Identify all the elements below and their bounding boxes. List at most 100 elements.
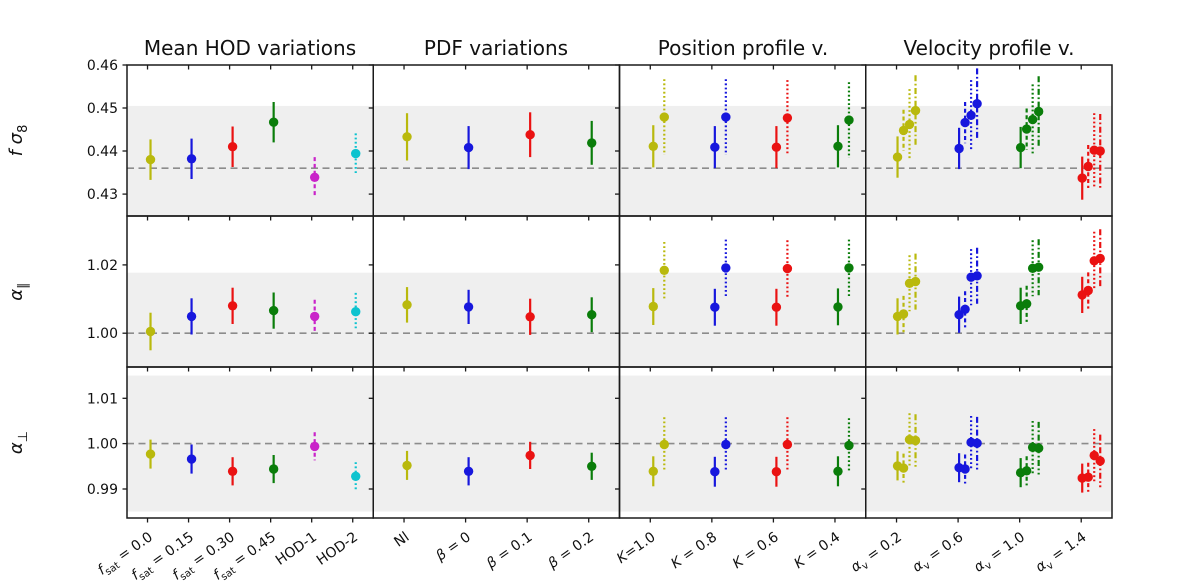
data-point [1095,456,1105,466]
data-point [145,154,156,165]
errorbar-point [844,418,854,473]
errorbar-point [525,441,535,469]
errorbar-point [402,287,412,323]
data-point [710,142,720,152]
errorbar-point [972,416,982,470]
errorbar-point [1021,285,1032,322]
data-point [710,467,720,477]
errorbar-point [844,239,854,297]
errorbar-point [309,157,320,198]
data-point [1021,124,1032,134]
errorbar-point [844,82,854,158]
x-category-label: αv = 0.2 [848,529,906,578]
data-point [186,311,197,322]
errorbar-point [960,454,970,484]
data-point [972,271,982,281]
errorbar-point [1015,126,1026,169]
y-tick-label: 0.45 [87,101,118,117]
data-point [227,466,238,476]
data-point [402,300,412,310]
x-category-label: HOD-1 [273,529,320,569]
data-point [525,130,535,140]
errorbar-point [309,432,320,461]
errorbar-point [463,457,474,486]
errorbar-point [227,287,238,324]
data-point [1033,262,1044,272]
data-point [892,152,903,162]
errorbar-point [227,126,238,167]
errorbar-point [659,242,669,299]
data-point [1083,285,1093,296]
data-point [227,301,238,311]
data-point [898,125,909,136]
y-axis-label: α⊥ [6,431,31,454]
errorbar-point [1089,429,1099,482]
data-point [268,117,279,127]
data-point [268,464,279,474]
data-point [463,302,474,312]
y-tick-label: 0.44 [87,144,118,160]
errorbar-point [1083,462,1093,492]
x-category-label: β = 0 [432,529,474,565]
errorbar-point [898,453,909,483]
data-point [1021,466,1032,476]
data-point [1015,142,1026,153]
errorbar-point [954,127,964,170]
data-point [659,265,669,275]
data-point [587,461,597,471]
data-point [710,302,720,312]
y-tick-label: 1.00 [87,437,118,453]
data-point [771,467,782,477]
column-title-pdf: PDF variations [423,36,569,60]
errorbar-point [1095,434,1105,488]
column-title-velocity: Velocity profile v. [903,36,1075,60]
data-point [145,449,156,459]
data-point [402,460,412,471]
errorbar-point [186,444,197,474]
data-point [844,115,854,125]
data-point [463,142,474,153]
x-category-label: HOD-2 [314,529,361,569]
errorbar-point [1033,76,1044,147]
errorbar-point [659,417,669,472]
errorbar-point [721,239,731,297]
errorbar-point [721,417,731,472]
data-point [351,471,361,481]
errorbar-point [898,109,909,151]
column-title-mean-hod: Mean HOD variations [143,36,357,60]
data-point [186,154,197,164]
data-point [402,132,412,142]
errorbar-point [972,68,982,139]
data-point [659,112,669,122]
x-category-label: αv = 0.6 [910,529,968,578]
y-tick-label: 0.99 [87,482,118,498]
data-point [721,263,731,273]
data-point [833,466,843,476]
errorbar-point [1083,272,1093,309]
errorbar-point [587,452,597,480]
data-point [898,309,909,319]
data-point [782,113,793,123]
data-point [966,110,976,121]
data-point [268,305,279,316]
data-point [910,105,921,116]
data-point [1021,299,1032,309]
errorbar-point [1021,108,1032,150]
data-point [844,263,854,273]
errorbar-point [402,450,412,480]
errorbar-point [268,102,279,143]
errorbar-point [1077,156,1087,200]
y-tick-label: 1.02 [87,258,118,274]
data-point [1033,106,1044,117]
errorbar-point [960,102,970,144]
data-point [972,438,982,448]
y-axis-label: α∥ [6,282,31,300]
data-point [1027,114,1038,125]
errorbar-point [186,138,197,179]
errorbar-point [145,139,156,180]
x-category-label: αv = 1.0 [971,529,1029,578]
errorbar-point [771,456,782,487]
data-point [972,99,982,109]
